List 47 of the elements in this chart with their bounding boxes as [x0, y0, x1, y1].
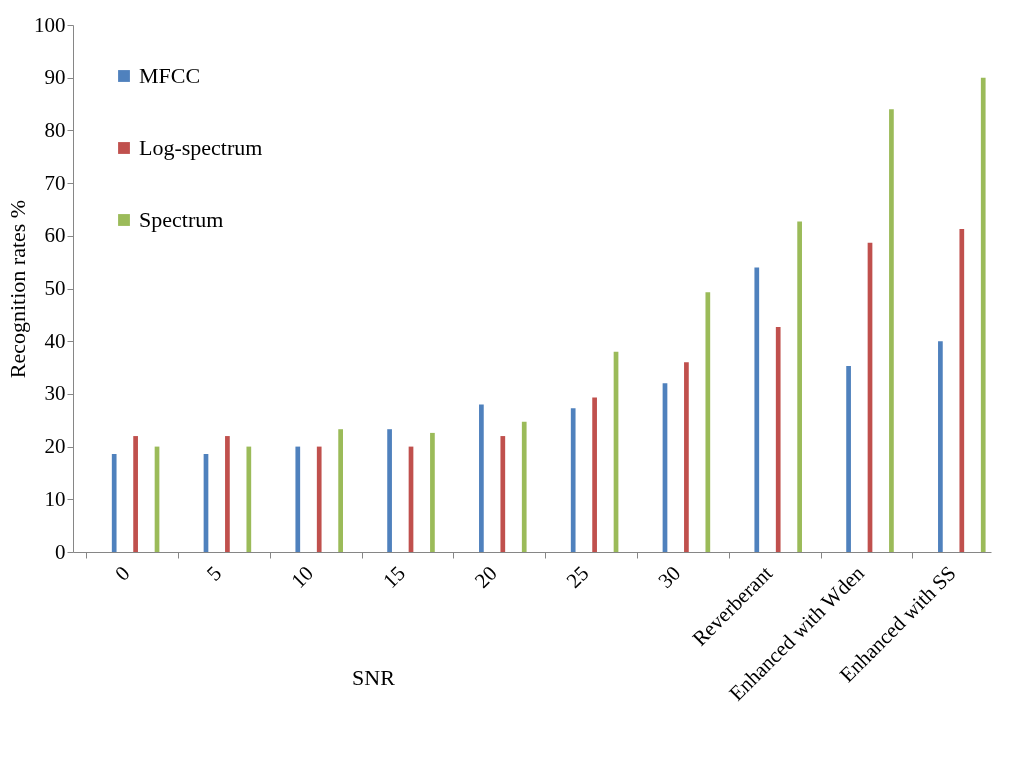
- x-tick-label: 5: [201, 561, 227, 586]
- legend-label: Log-spectrum: [139, 135, 263, 160]
- bar: [338, 429, 343, 552]
- y-tick-label: 10: [44, 486, 66, 511]
- bar: [295, 446, 301, 552]
- bar: [754, 267, 760, 552]
- bar: [705, 292, 711, 552]
- bar: [889, 109, 894, 552]
- y-tick-label: 30: [44, 381, 66, 406]
- y-tick-label: 40: [44, 328, 66, 353]
- x-tick-label: 0: [110, 561, 135, 586]
- y-tick-label: 60: [44, 223, 66, 248]
- bar: [133, 436, 138, 552]
- bar: [500, 436, 506, 552]
- bar: [797, 221, 802, 552]
- x-tick-label: 10: [286, 561, 319, 593]
- y-tick-label: 0: [55, 539, 66, 564]
- y-tick-label: 70: [44, 170, 66, 195]
- bar: [246, 446, 252, 552]
- legend-label: MFCC: [139, 63, 201, 88]
- bar: [938, 341, 943, 552]
- y-axis-title: Recognition rates %: [5, 199, 30, 379]
- bar: [387, 429, 392, 552]
- bar: [980, 77, 986, 552]
- x-tick-label: 30: [653, 561, 686, 593]
- y-tick-label: 50: [44, 276, 66, 300]
- bar: [479, 404, 484, 552]
- bar: [775, 326, 781, 552]
- y-tick-label: 90: [44, 65, 66, 90]
- x-tick-label: 20: [469, 561, 502, 593]
- bar: [521, 421, 527, 552]
- bar: [592, 397, 597, 552]
- bar: [430, 432, 435, 552]
- x-tick-label: 25: [561, 561, 594, 593]
- y-tick-label: 100: [34, 12, 66, 37]
- x-axis-title: SNR: [352, 664, 396, 690]
- bar: [111, 453, 117, 552]
- bar: [684, 362, 689, 552]
- x-tick-label: 15: [378, 561, 410, 593]
- bar: [570, 408, 576, 552]
- legend-label: Spectrum: [139, 207, 224, 232]
- bar: [225, 436, 230, 552]
- y-tick-label: 80: [44, 117, 66, 142]
- bar: [316, 446, 322, 552]
- bar: [846, 365, 851, 552]
- bar: [959, 228, 965, 552]
- y-tick-label: 20: [44, 434, 66, 459]
